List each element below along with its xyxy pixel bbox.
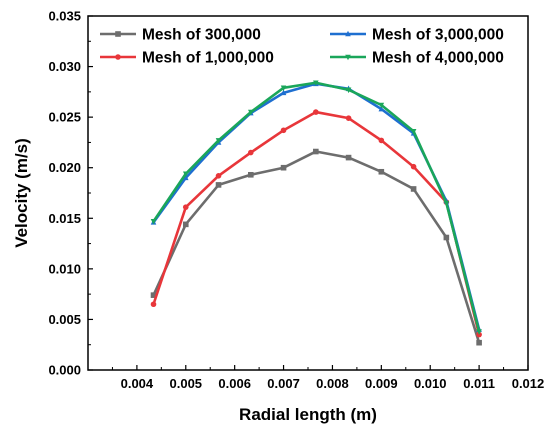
y-axis-title: Velocity (m/s) [12,138,31,248]
legend-item: Mesh of 3,000,000 [330,27,504,44]
legend-item: Mesh of 4,000,000 [330,50,504,67]
x-tick-label: 0.008 [316,376,349,391]
data-point [378,168,385,175]
data-point [345,87,352,94]
data-point [280,127,287,134]
data-point [378,102,385,109]
legend: Mesh of 300,000 Mesh of 3,000,000 Mesh of … [100,27,504,67]
data-point [345,54,351,61]
series-line [152,81,481,332]
x-tick-label: 0.007 [267,376,300,391]
y-tick-label: 0.005 [48,312,81,327]
series-line [152,82,481,330]
data-point [182,171,189,178]
x-tick-label: 0.004 [121,376,154,391]
y-tick-label: 0.010 [48,261,81,276]
data-point [182,174,189,181]
data-point [215,173,222,179]
y-tick-label: 0.000 [48,363,81,378]
x-tick-label: 0.011 [463,376,495,391]
legend-label: Mesh of 4,000,000 [372,50,504,67]
data-point [378,105,385,112]
y-tick-label: 0.020 [48,160,81,175]
legend-label: Mesh of 300,000 [142,27,261,44]
data-point [182,204,189,210]
data-point [313,148,319,155]
legend-label: Mesh of 3,000,000 [372,27,504,44]
series-line [152,150,481,344]
axis-ticks: 0.004 0.005 0.006 0.007 0.008 0.009 0.010 0.011… [48,9,544,392]
data-point [248,109,254,116]
data-point [345,115,352,121]
series-4 [150,80,482,335]
data-point [378,137,385,144]
data-point [115,31,121,37]
x-tick-label: 0.005 [170,376,203,391]
data-point [150,219,157,225]
series-1 [150,148,482,346]
data-point [443,234,450,241]
data-point [410,163,417,170]
data-point [248,149,254,156]
legend-item: Mesh of 1,000,000 [100,50,274,67]
data-point [182,221,189,228]
data-point [115,54,121,60]
x-tick-label: 0.006 [218,376,251,391]
x-tick-label: 0.010 [414,376,447,391]
data-point [410,129,417,135]
data-point [476,339,482,346]
y-tick-label: 0.035 [48,9,81,24]
plot-frame [87,15,529,371]
y-tick-label: 0.030 [48,59,81,74]
legend-item: Mesh of 300,000 [100,27,261,44]
x-axis-title: Radial length (m) [239,405,377,424]
data-point [476,329,482,335]
series-line [152,110,481,335]
data-point [280,164,287,171]
data-point [410,186,417,192]
data-point [150,301,157,308]
data-point [345,30,351,37]
series-2 [150,109,482,338]
data-point [345,154,352,161]
x-tick-label: 0.009 [365,376,398,391]
data-point [313,109,319,115]
data-point [280,85,287,92]
legend-label: Mesh of 1,000,000 [142,50,274,67]
y-tick-label: 0.015 [48,211,81,226]
data-point [248,171,254,178]
data-point [215,182,222,188]
data-point [443,200,450,207]
plot-series [150,80,482,346]
data-point [215,138,222,144]
data-point [280,89,287,96]
data-point [150,292,157,298]
y-tick-label: 0.025 [48,110,81,125]
data-point [313,80,319,87]
x-tick-label: 0.012 [512,376,545,391]
